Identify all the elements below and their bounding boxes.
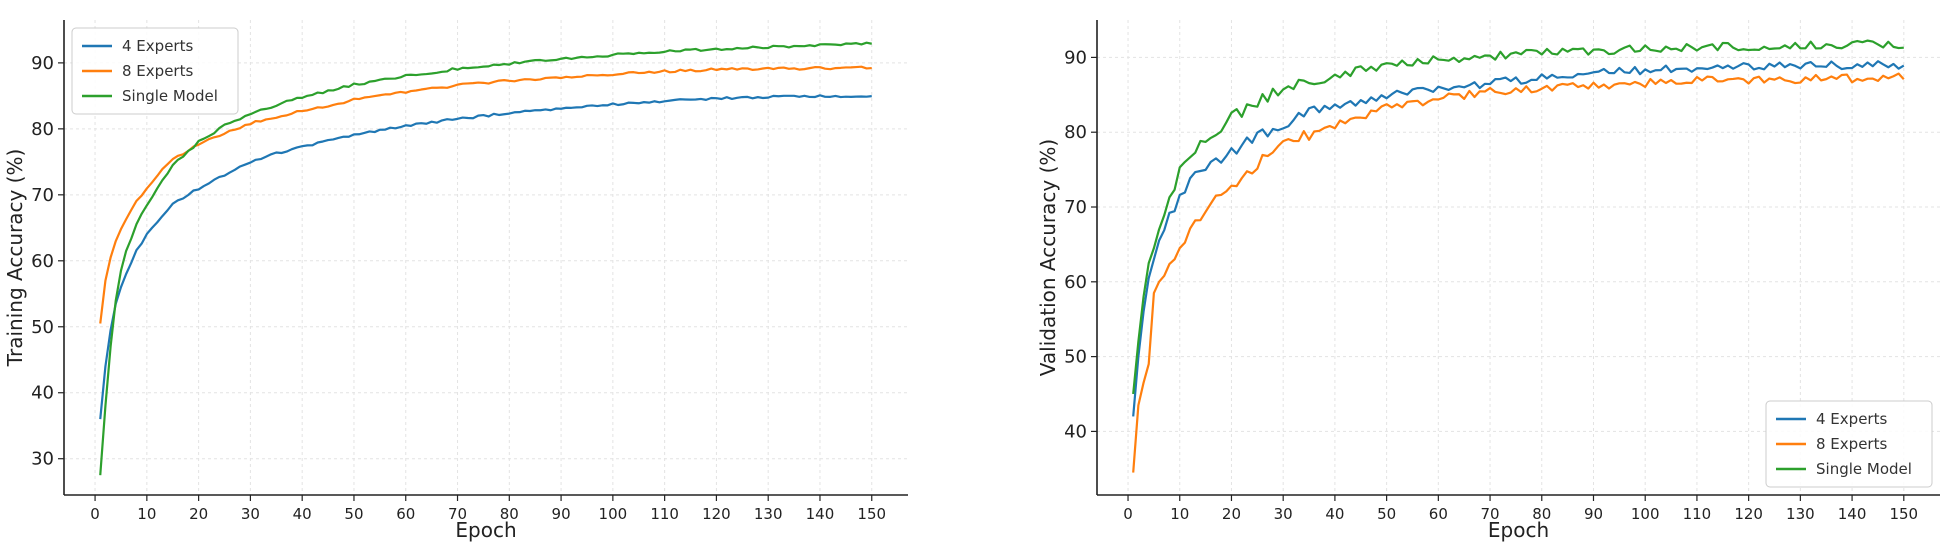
legend: 4 Experts 8 Experts Single Model xyxy=(71,27,239,115)
x-axis-title: Epoch xyxy=(455,518,516,542)
x-tick-label: 100 xyxy=(1631,505,1660,523)
x-tick-label: 140 xyxy=(1838,505,1867,523)
x-tick-label: 90 xyxy=(1584,505,1603,523)
x-tick-label: 120 xyxy=(1734,505,1763,523)
x-tick-label: 80 xyxy=(500,505,519,523)
y-tick-label: 70 xyxy=(1064,197,1087,218)
x-tick-label: 0 xyxy=(1123,505,1133,523)
x-tick-label: 40 xyxy=(1325,505,1344,523)
x-tick-label: 100 xyxy=(599,505,628,523)
series-line-single-model xyxy=(1132,39,1904,395)
grid xyxy=(64,20,908,495)
x-tick-label: 70 xyxy=(1481,505,1500,523)
x-tick-label: 60 xyxy=(396,505,415,523)
y-tick-label: 80 xyxy=(31,119,54,140)
x-tick-label: 20 xyxy=(189,505,208,523)
series-line-8-experts xyxy=(99,65,872,324)
x-tick-label: 110 xyxy=(650,505,679,523)
y-tick-label: 40 xyxy=(1064,421,1087,442)
x-tick-label: 10 xyxy=(137,505,156,523)
y-tick-label: 60 xyxy=(1064,272,1087,293)
x-tick-label: 130 xyxy=(754,505,783,523)
y-tick-label: 30 xyxy=(31,449,54,470)
x-tick-label: 50 xyxy=(1377,505,1396,523)
x-tick-label: 90 xyxy=(552,505,571,523)
legend-label: Single Model xyxy=(1816,460,1912,478)
x-tick-label: 40 xyxy=(293,505,312,523)
series-line-8-experts xyxy=(1132,72,1905,473)
legend-label: 4 Experts xyxy=(1816,410,1887,428)
legend-label: 4 Experts xyxy=(122,37,193,55)
x-tick-label: 50 xyxy=(344,505,363,523)
legend-label: 8 Experts xyxy=(1816,435,1887,453)
y-tick-label: 50 xyxy=(31,317,54,338)
y-axis-title: Validation Accuracy (%) xyxy=(1036,139,1060,376)
legend-label: 8 Experts xyxy=(122,62,193,80)
series-line-4-experts xyxy=(1132,60,1905,417)
legend-box xyxy=(71,27,239,115)
series-line-4-experts xyxy=(99,94,872,420)
x-tick-label: 150 xyxy=(1889,505,1918,523)
x-tick-label: 30 xyxy=(241,505,260,523)
y-tick-label: 70 xyxy=(31,185,54,206)
x-tick-label: 70 xyxy=(448,505,467,523)
y-tick-label: 60 xyxy=(31,251,54,272)
y-tick-label: 90 xyxy=(1064,47,1087,68)
legend-box xyxy=(1765,400,1933,488)
x-tick-label: 20 xyxy=(1222,505,1241,523)
x-tick-label: 30 xyxy=(1274,505,1293,523)
x-tick-label: 130 xyxy=(1786,505,1815,523)
y-axis-title: Training Accuracy (%) xyxy=(3,149,27,368)
chart-panel-1: 0 10 20 30 40 50 60 70 80 90 100 110 120 130 140 150 30 4… xyxy=(3,20,908,542)
y-tick-label: 50 xyxy=(1064,347,1087,368)
x-tick-label: 0 xyxy=(90,505,100,523)
chart-panel-2: 0 10 20 30 40 50 60 70 80 90 100 110 120 130 140 150 40 5… xyxy=(1036,20,1940,542)
x-axis-title: Epoch xyxy=(1488,518,1549,542)
x-tick-label: 150 xyxy=(857,505,886,523)
x-tick-label: 60 xyxy=(1429,505,1448,523)
series-line-single-model xyxy=(99,41,872,476)
x-tick-label: 10 xyxy=(1170,505,1189,523)
legend: 4 Experts 8 Experts Single Model xyxy=(1765,400,1933,488)
legend-label: Single Model xyxy=(122,87,218,105)
y-tick-label: 80 xyxy=(1064,122,1087,143)
x-tick-label: 120 xyxy=(702,505,731,523)
x-tick-label: 80 xyxy=(1532,505,1551,523)
y-tick-label: 90 xyxy=(31,53,54,74)
y-tick-label: 40 xyxy=(31,383,54,404)
x-tick-label: 140 xyxy=(806,505,835,523)
x-tick-label: 110 xyxy=(1683,505,1712,523)
